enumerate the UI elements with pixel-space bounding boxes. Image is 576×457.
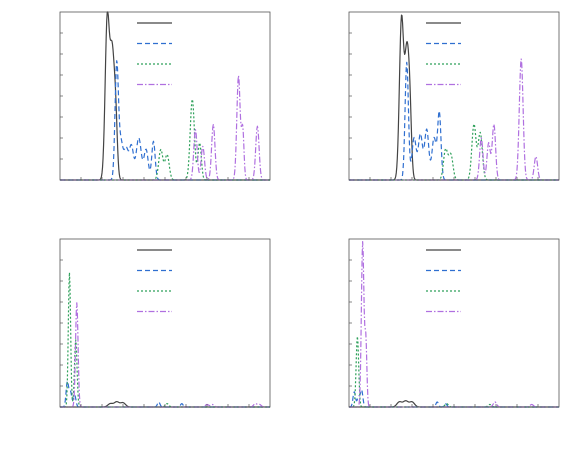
series-line-1 xyxy=(59,11,271,181)
plot-frame xyxy=(59,11,271,181)
series-line-3 xyxy=(59,272,271,408)
series-line-3 xyxy=(348,335,560,408)
series-line-3 xyxy=(348,123,560,181)
plot-frame xyxy=(348,238,560,408)
plot-frame xyxy=(59,238,271,408)
series-line-2 xyxy=(59,380,271,408)
plot-frame xyxy=(348,11,560,181)
series-line-4 xyxy=(59,75,271,181)
series-line-4 xyxy=(348,241,560,408)
series-line-3 xyxy=(59,98,271,181)
chart-panel-4 xyxy=(348,238,560,408)
series-line-2 xyxy=(348,61,560,181)
series-line-4 xyxy=(348,58,560,181)
series-line-1 xyxy=(348,14,560,181)
series-line-4 xyxy=(59,302,271,408)
chart-panel-3 xyxy=(59,238,271,408)
chart-panel-2 xyxy=(348,11,560,181)
chart-panel-1 xyxy=(59,11,271,181)
